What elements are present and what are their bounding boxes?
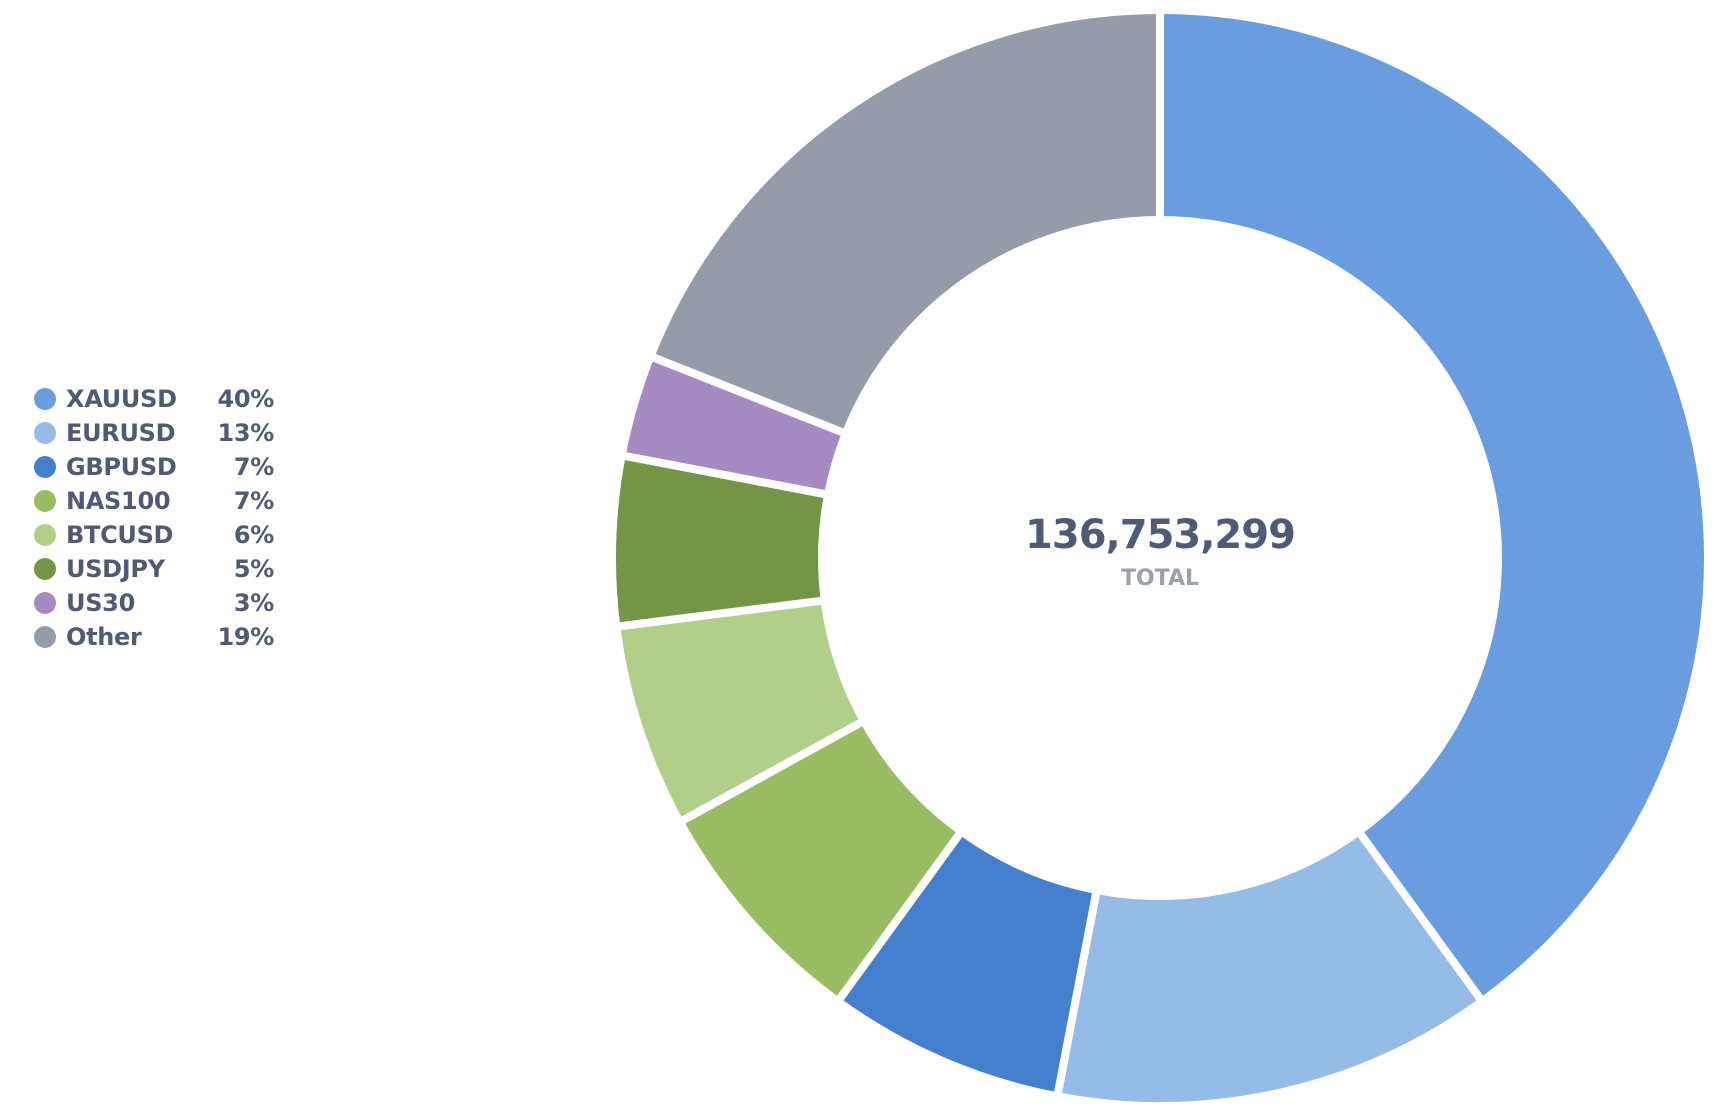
- legend-value: 7%: [233, 487, 274, 515]
- legend-item-gbpusd[interactable]: GBPUSD 7%: [34, 450, 274, 484]
- legend-item-us30[interactable]: US30 3%: [34, 586, 274, 620]
- legend-label: Other: [66, 623, 142, 651]
- legend-value: 5%: [233, 555, 274, 583]
- legend-swatch: [34, 490, 56, 512]
- legend-item-nas100[interactable]: NAS100 7%: [34, 484, 274, 518]
- legend-item-eurusd[interactable]: EURUSD 13%: [34, 416, 274, 450]
- legend-swatch: [34, 388, 56, 410]
- legend-value: 40%: [217, 385, 274, 413]
- legend-swatch: [34, 524, 56, 546]
- legend-value: 7%: [233, 453, 274, 481]
- donut-slice-other[interactable]: [645, 5, 1164, 439]
- legend-label: US30: [66, 589, 135, 617]
- legend-value: 3%: [233, 589, 274, 617]
- legend-swatch: [34, 422, 56, 444]
- legend-label: BTCUSD: [66, 521, 174, 549]
- chart-legend: XAUUSD 40% EURUSD 13% GBPUSD 7% NAS100 7% BTCUSD…: [34, 382, 274, 654]
- legend-swatch: [34, 592, 56, 614]
- legend-label: XAUUSD: [66, 385, 177, 413]
- legend-item-btcusd[interactable]: BTCUSD 6%: [34, 518, 274, 552]
- legend-swatch: [34, 456, 56, 478]
- center-total-value: 136,753,299: [1025, 512, 1296, 558]
- legend-value: 19%: [217, 623, 274, 651]
- legend-item-xauusd[interactable]: XAUUSD 40%: [34, 382, 274, 416]
- legend-label: GBPUSD: [66, 453, 177, 481]
- legend-swatch: [34, 558, 56, 580]
- legend-value: 13%: [217, 419, 274, 447]
- legend-label: USDJPY: [66, 555, 165, 583]
- legend-item-usdjpy[interactable]: USDJPY 5%: [34, 552, 274, 586]
- center-total-label: TOTAL: [1120, 566, 1200, 591]
- legend-swatch: [34, 626, 56, 648]
- legend-value: 6%: [233, 521, 274, 549]
- donut-slice-xauusd[interactable]: [1156, 5, 1712, 1007]
- legend-label: EURUSD: [66, 419, 176, 447]
- legend-label: NAS100: [66, 487, 171, 515]
- legend-item-other[interactable]: Other 19%: [34, 620, 274, 654]
